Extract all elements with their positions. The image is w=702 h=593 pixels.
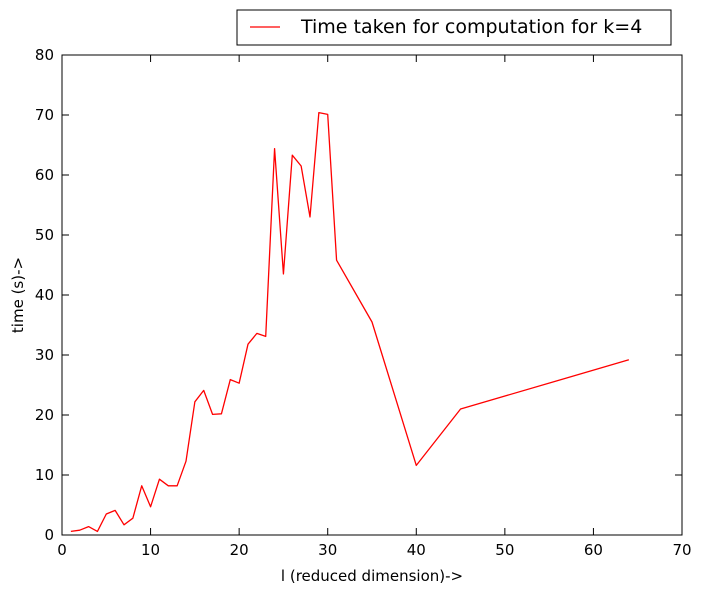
- x-tick-label: 40: [407, 541, 426, 559]
- x-tick-label: 60: [584, 541, 603, 559]
- series-line-0: [70, 111, 630, 533]
- y-tick-label: 20: [35, 406, 54, 424]
- axis-ticks: 0 10 20 30 40 50 60 70 0 10 20 30 40 50 60 70 80: [35, 46, 692, 559]
- legend-box: [236, 9, 672, 46]
- legend: Time taken for computation for k=4: [236, 9, 672, 46]
- y-axis-label: time (s)->: [9, 257, 27, 333]
- y-tick-label: 80: [35, 46, 54, 64]
- x-tick-label: 20: [230, 541, 249, 559]
- plot-frame: [61, 54, 683, 536]
- x-tick-label: 50: [495, 541, 514, 559]
- y-tick-label: 30: [35, 346, 54, 364]
- y-tick-label: 10: [35, 466, 54, 484]
- x-tick-label: 30: [318, 541, 337, 559]
- y-tick-label: 0: [44, 526, 54, 544]
- x-tick-label: 10: [141, 541, 160, 559]
- y-tick-label: 50: [35, 226, 54, 244]
- plot-area: [70, 111, 630, 533]
- y-tick-label: 70: [35, 106, 54, 124]
- x-axis-label: l (reduced dimension)->: [281, 567, 463, 585]
- legend-entry-label: Time taken for computation for k=4: [300, 16, 642, 38]
- x-tick-label: 0: [57, 541, 67, 559]
- y-tick-label: 40: [35, 286, 54, 304]
- y-tick-label: 60: [35, 166, 54, 184]
- x-tick-label: 70: [672, 541, 691, 559]
